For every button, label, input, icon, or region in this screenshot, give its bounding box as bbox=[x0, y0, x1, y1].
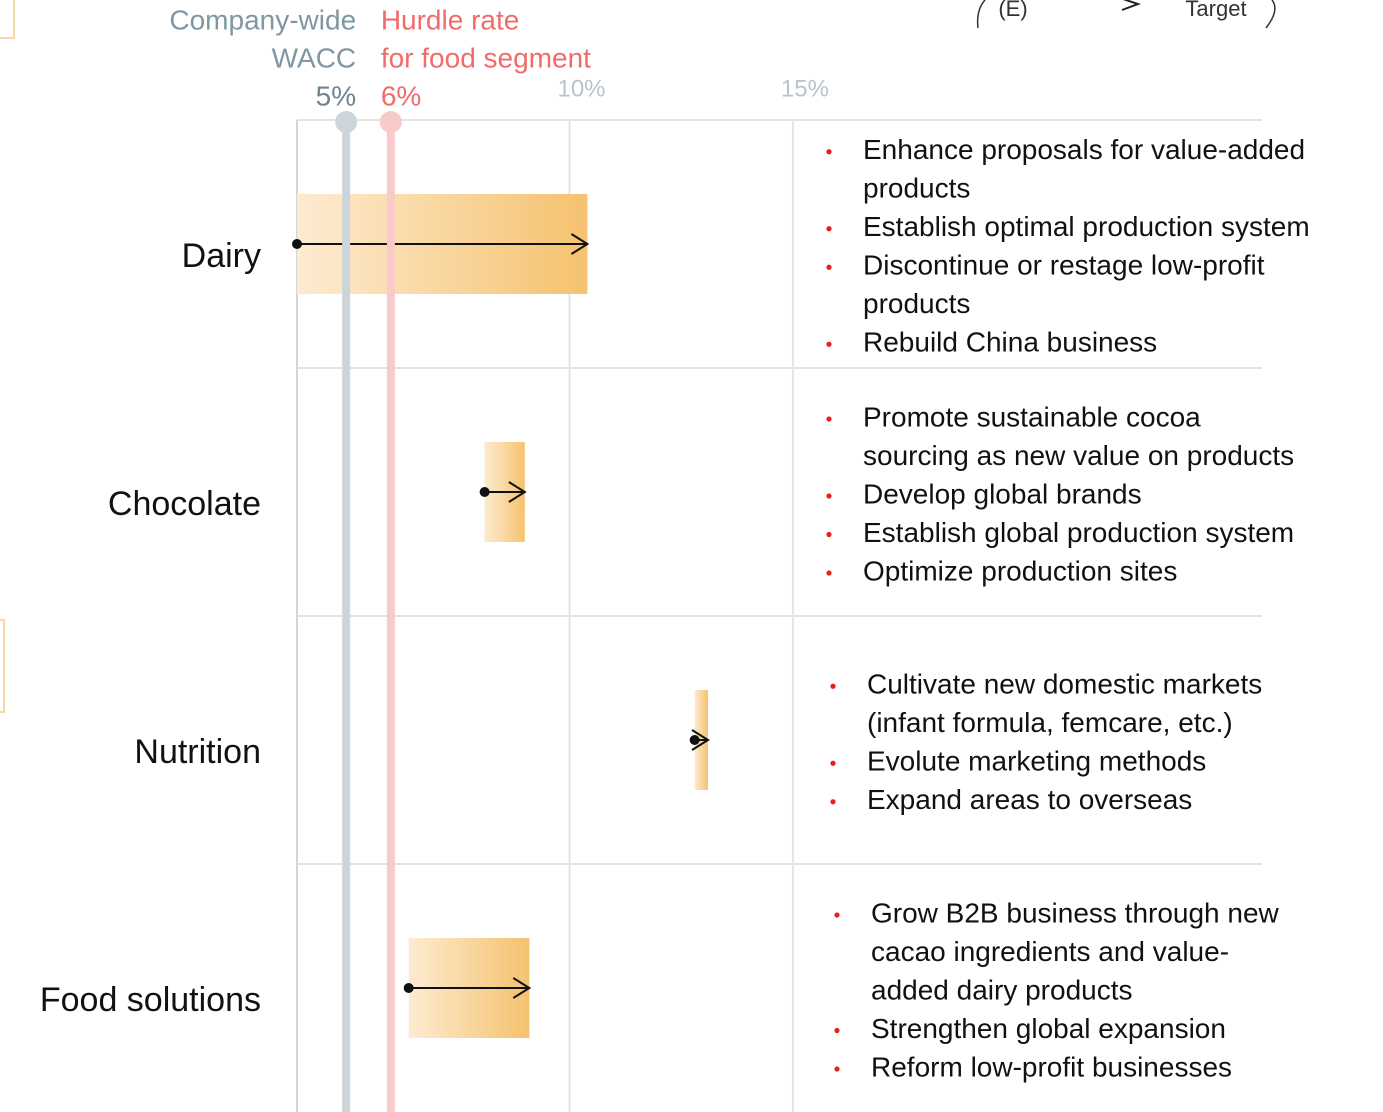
legend-text: (E) bbox=[998, 0, 1027, 21]
reference-label: Company-wide bbox=[169, 4, 356, 35]
bullet-dot bbox=[826, 416, 832, 422]
bullet-dot bbox=[834, 1066, 840, 1072]
reference-value-label: 5% bbox=[316, 80, 356, 111]
bullet-text: Cultivate new domestic markets bbox=[867, 669, 1262, 700]
arrow-head bbox=[508, 481, 527, 503]
x-tick-label: 15% bbox=[781, 75, 829, 102]
category-label: Dairy bbox=[182, 237, 261, 275]
bullet-text: Establish global production system bbox=[863, 517, 1294, 548]
arrow-head bbox=[691, 729, 710, 751]
bullet-dot bbox=[826, 531, 832, 538]
bullet-text: (infant formula, femcare, etc.) bbox=[867, 707, 1233, 738]
bullet-dot bbox=[826, 341, 832, 347]
bullet-text: Develop global brands bbox=[863, 478, 1142, 509]
bullet-dot bbox=[834, 1027, 840, 1034]
reference-cap bbox=[379, 111, 402, 133]
bullet-text: sourcing as new value on products bbox=[863, 440, 1294, 471]
category-label: Nutrition bbox=[134, 733, 261, 771]
bullet-text: Enhance proposals for value-added bbox=[863, 134, 1305, 165]
bullet-text: cacao ingredients and value- bbox=[871, 936, 1229, 967]
bullet-dot bbox=[826, 493, 832, 499]
start-dot bbox=[479, 487, 490, 497]
bullet-text: Strengthen global expansion bbox=[871, 1013, 1226, 1044]
reference-label: for food segment bbox=[381, 42, 591, 73]
reference-label: Hurdle rate bbox=[381, 4, 520, 35]
bullet-text: Discontinue or restage low-profit bbox=[863, 250, 1265, 281]
bullet-text: Rebuild China business bbox=[863, 327, 1157, 358]
bullet-dot bbox=[826, 149, 832, 155]
bullet-dot bbox=[826, 570, 832, 576]
category-label: Chocolate bbox=[108, 485, 261, 523]
reference-cap bbox=[335, 111, 358, 133]
start-dot bbox=[403, 983, 414, 993]
bullet-text: Evolute marketing methods bbox=[867, 746, 1206, 777]
reference-label: WACC bbox=[272, 42, 357, 73]
bullet-dot bbox=[834, 912, 840, 918]
bullet-text: Reform low-profit businesses bbox=[871, 1051, 1232, 1082]
legend-text: Target bbox=[1185, 0, 1246, 21]
bullet-text: Establish optimal production system bbox=[863, 211, 1310, 242]
start-dot bbox=[292, 239, 302, 249]
arrow-icon bbox=[1121, 0, 1141, 11]
bullet-dot bbox=[830, 760, 836, 766]
arrow-head bbox=[512, 977, 532, 999]
bullet-text: added dairy products bbox=[871, 974, 1133, 1005]
bullet-dot bbox=[830, 799, 836, 805]
bullet-text: Optimize production sites bbox=[863, 555, 1177, 586]
reference-value-label: 6% bbox=[381, 80, 421, 111]
arrow-head bbox=[570, 233, 590, 255]
category-label: Food solutions bbox=[40, 981, 261, 1019]
bullet-dot bbox=[826, 226, 832, 232]
bullet-text: products bbox=[863, 288, 970, 319]
bullet-dot bbox=[830, 683, 836, 689]
bracket bbox=[976, 0, 1276, 29]
bullet-text: products bbox=[863, 173, 970, 204]
decoration bbox=[0, 619, 5, 713]
bullet-dot bbox=[826, 264, 832, 270]
bullet-text: Expand areas to overseas bbox=[867, 784, 1192, 815]
start-dot bbox=[689, 735, 700, 745]
bullet-text: Grow B2B business through new bbox=[871, 897, 1280, 928]
bullet-text: Promote sustainable cocoa bbox=[863, 401, 1201, 432]
x-tick-label: 10% bbox=[557, 75, 605, 102]
decoration bbox=[0, 0, 15, 39]
